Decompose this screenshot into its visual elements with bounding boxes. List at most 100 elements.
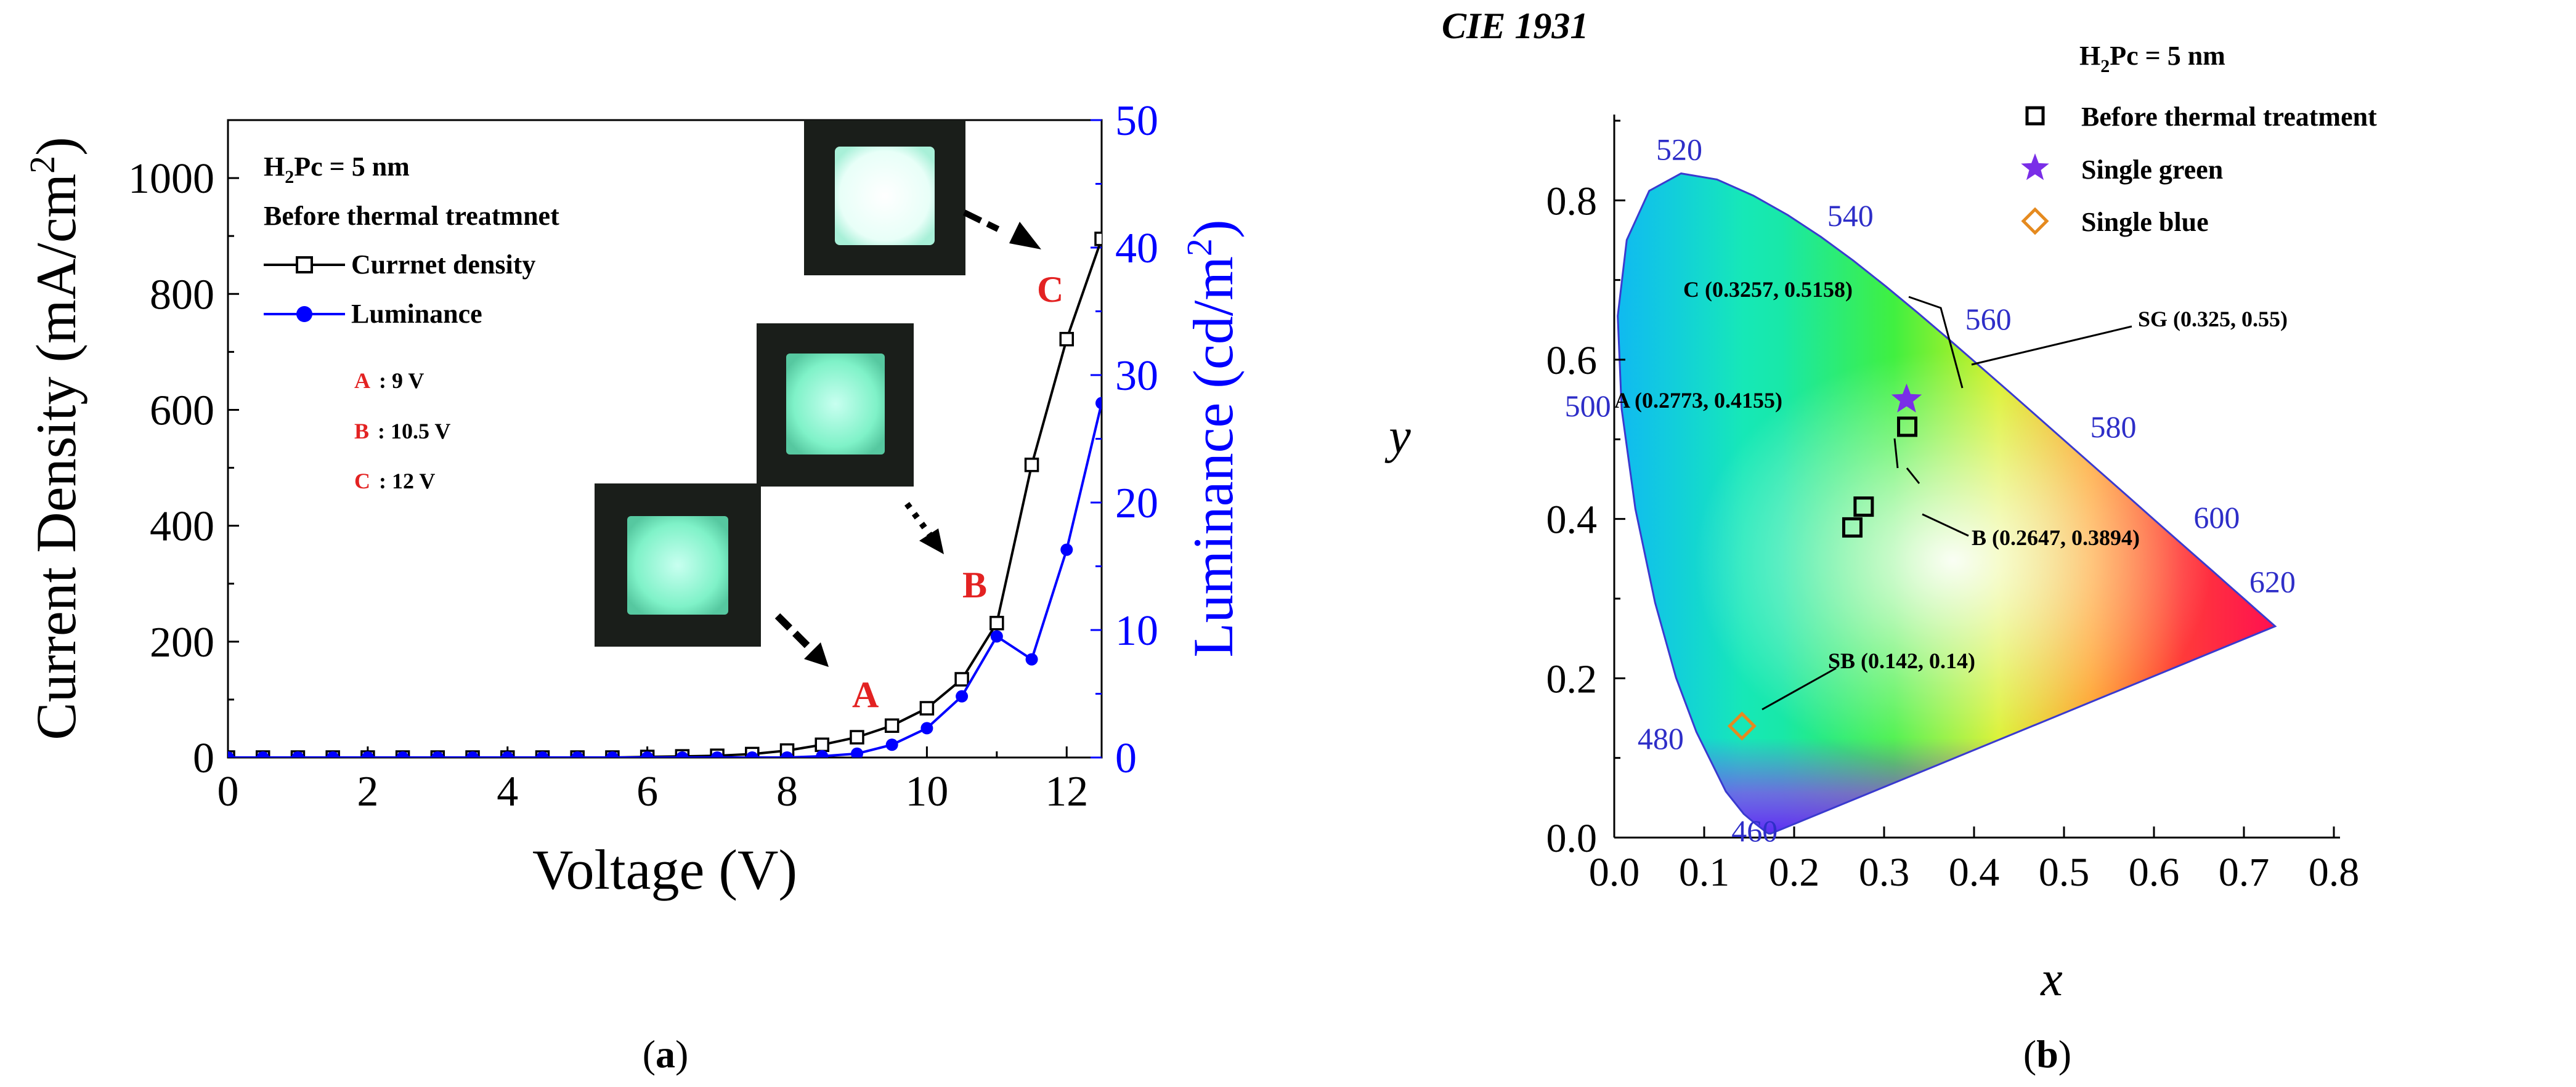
voltage-c-value: : 12 V <box>379 469 435 493</box>
point-marker-B <box>1842 517 1863 538</box>
y-left-tick-label: 200 <box>150 619 214 666</box>
legend-b-star-marker <box>2021 153 2049 180</box>
cie-points <box>1727 383 1922 741</box>
voltage-label-b: B : 10.5 V <box>354 419 450 443</box>
x-tick-label-b: 0.6 <box>2129 850 2180 895</box>
y-right-tick-label: 30 <box>1115 352 1158 400</box>
photo-c-emission <box>835 147 935 245</box>
x-axis-title-a: Voltage (V) <box>532 838 797 901</box>
point-leader-lines <box>1761 296 2132 711</box>
luminance-point <box>501 751 514 758</box>
luminance-point <box>850 747 863 758</box>
x-tick-label-b: 0.2 <box>1769 850 1820 895</box>
voltage-label-a: A: 9 V <box>354 368 424 393</box>
y-left-tick-label: 1000 <box>128 155 214 203</box>
legend-b-square-marker <box>2025 106 2045 126</box>
legend-a-title-post: Pc = 5 nm <box>294 152 410 182</box>
y-right-label-sup: 2 <box>1179 238 1219 256</box>
point-label-a: A (0.2773, 0.4155) <box>1614 388 1782 413</box>
current-point <box>850 730 864 745</box>
luminance-point <box>920 722 933 735</box>
y-left-tick-label: 400 <box>150 503 214 551</box>
y-right-label-main: Luminance (cd/m <box>1182 256 1245 657</box>
luminance-point <box>256 751 269 758</box>
x-axis-title-b: x <box>2040 952 2063 1006</box>
y-right-tick-label: 20 <box>1115 480 1158 527</box>
leader-c <box>1908 296 1964 389</box>
luminance-point <box>1095 397 1102 410</box>
y-axis-title-right: Luminance (cd/m2) <box>1179 219 1245 657</box>
luminance-point <box>641 751 654 758</box>
y-left-label-sup: 2 <box>22 156 62 174</box>
x-tick-label-a: 0 <box>217 768 239 815</box>
current-point <box>815 737 829 753</box>
y-tick-label-b: 0.0 <box>1546 816 1598 861</box>
point-label-sg: SG (0.325, 0.55) <box>2138 307 2288 331</box>
current-point <box>1024 458 1039 472</box>
legend-a: H2Pc = 5 nm Before thermal treatmnet Cur… <box>264 152 559 493</box>
legend-b-title-post: Pc = 5 nm <box>2110 41 2225 71</box>
current-point <box>954 672 969 687</box>
leader-b <box>1922 513 1969 537</box>
series-line-luminance <box>228 403 1102 758</box>
luminance-point <box>327 751 339 758</box>
caption-a-letter: a <box>656 1032 675 1076</box>
y-axis-title-b: y <box>1384 410 1411 464</box>
voltage-a-value: : 9 V <box>379 368 424 393</box>
legend-a-title-pre: H <box>264 152 285 182</box>
luminance-point <box>536 751 549 758</box>
y-right-tick-label: 40 <box>1115 225 1158 272</box>
point-label-c: C (0.3257, 0.5158) <box>1683 277 1853 302</box>
axis-ticks-b: 0.0 0.1 0.2 0.3 0.4 0.5 0.6 0.7 0.8 0.0 0.2 0.4 0.6 0… <box>1546 115 2359 895</box>
legend-b-title-sub: 2 <box>2100 56 2110 76</box>
legend-b-entry-0: Before thermal treatment <box>2081 102 2377 132</box>
luminance-point <box>885 738 898 751</box>
leader-sg <box>1971 325 2132 366</box>
wavelength-label-500: 500 <box>1565 389 1611 423</box>
caption-b: (b) <box>2023 1032 2071 1076</box>
luminance-point <box>816 750 829 758</box>
arrow-c-head <box>1009 222 1041 249</box>
annotation-a: A <box>852 674 879 715</box>
emission-photo-a <box>595 483 761 647</box>
current-point <box>1059 331 1075 347</box>
legend-a-current-label: Currnet density <box>351 249 535 280</box>
x-tick-label-b: 0.4 <box>1949 850 2000 895</box>
y-right-tick-label: 10 <box>1115 607 1158 655</box>
leader-sb <box>1761 667 1837 711</box>
x-tick-label-a: 8 <box>776 768 798 815</box>
legend-a-current-marker <box>296 256 313 273</box>
y-axis-title-left: Current Density (mA/cm2) <box>22 137 87 740</box>
x-tick-label-a: 6 <box>636 768 658 815</box>
y-tick-label-b: 0.8 <box>1546 179 1598 224</box>
series-group-a <box>228 232 1102 758</box>
point-marker-SG <box>1891 383 1922 413</box>
legend-b-title: H2Pc = 5 nm <box>2079 41 2225 76</box>
x-tick-label-b: 0.3 <box>1859 850 1910 895</box>
luminance-point <box>361 751 374 758</box>
axis-ticks-a: 0 2 4 6 8 10 12 0 200 400 600 800 1000 0 10 20 30 40 50 <box>128 97 1158 815</box>
x-tick-label-b: 0.7 <box>2219 850 2270 895</box>
point-marker-A <box>1853 496 1874 517</box>
wavelength-label-580: 580 <box>2090 410 2137 444</box>
luminance-point <box>746 751 758 758</box>
voltage-b-letter: B <box>354 419 369 443</box>
panel-a: 0 2 4 6 8 10 12 0 200 400 600 800 1000 0 10 20 30 40 50 Vo… <box>22 97 1245 1076</box>
emission-photo-c <box>804 120 965 275</box>
point-label-sb: SB (0.142, 0.14) <box>1828 649 1975 673</box>
legend-a-title-sub: 2 <box>285 167 294 187</box>
y-right-label-end: ) <box>1182 219 1245 238</box>
y-tick-label-b: 0.6 <box>1546 338 1598 383</box>
wavelength-labels: 460 480 500 520 540 560 580 600 620 <box>1565 132 2296 848</box>
y-right-tick-label: 0 <box>1115 735 1137 782</box>
luminance-point <box>571 751 584 758</box>
caption-b-close: ) <box>2058 1032 2071 1076</box>
x-tick-label-b: 0.1 <box>1679 850 1730 895</box>
cie-title: CIE 1931 <box>1442 6 1588 46</box>
current-point <box>919 701 935 716</box>
voltage-b-value: : 10.5 V <box>378 419 450 443</box>
luminance-point <box>228 751 234 758</box>
legend-a-subtitle: Before thermal treatmnet <box>264 201 559 231</box>
legend-a-luminance-marker <box>296 306 312 322</box>
x-tick-label-a: 10 <box>905 768 948 815</box>
